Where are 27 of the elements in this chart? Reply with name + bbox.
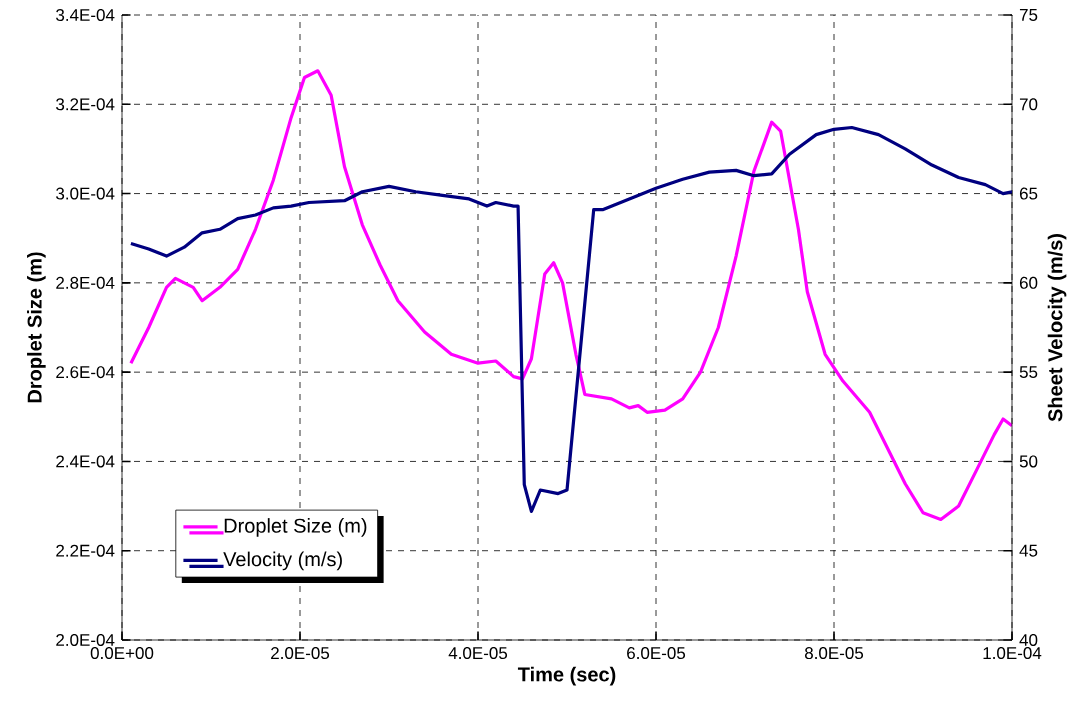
y-tick-label: 2.6E-04 xyxy=(56,366,115,379)
y-tick-label: 3.4E-04 xyxy=(56,9,115,22)
x-tick-label: 2.0E-05 xyxy=(271,647,330,660)
y-tick-label: 2.0E-04 xyxy=(56,633,115,647)
y2-tick-label: 45 xyxy=(1019,544,1038,557)
y-tick-label: 2.8E-04 xyxy=(56,276,115,289)
x-tick-label: 4.0E-05 xyxy=(448,647,508,660)
legend-label: Droplet Size (m) xyxy=(224,518,367,537)
y-tick-label: 2.2E-04 xyxy=(56,544,115,557)
y2-tick-label: 40 xyxy=(1019,633,1038,647)
y2-tick-label: 65 xyxy=(1019,187,1038,200)
y2-tick-label: 75 xyxy=(1019,9,1038,21)
y-tick-label: 3.2E-04 xyxy=(56,98,115,111)
x-axis-title: Time (sec) xyxy=(517,666,616,686)
legend-label: Velocity (m/s) xyxy=(223,551,342,571)
y2-axis-title: Sheet Velocity (m/s) xyxy=(1047,234,1067,422)
y-tick-label: 3.0E-04 xyxy=(56,187,115,200)
y-tick-label: 2.4E-04 xyxy=(56,455,115,468)
y2-tick-label: 60 xyxy=(1019,276,1038,289)
y-axis-title: Droplet Size (m) xyxy=(27,252,46,403)
x-tick-label: 6.0E-05 xyxy=(627,647,686,660)
x-tick-label: 1.0E-04 xyxy=(983,647,1042,660)
y2-tick-label: 50 xyxy=(1019,455,1038,468)
y2-tick-label: 55 xyxy=(1019,366,1038,379)
y2-tick-label: 70 xyxy=(1019,98,1038,111)
x-tick-label: 8.0E-05 xyxy=(804,647,864,660)
x-tick-label: 0.0E+00 xyxy=(90,647,154,660)
